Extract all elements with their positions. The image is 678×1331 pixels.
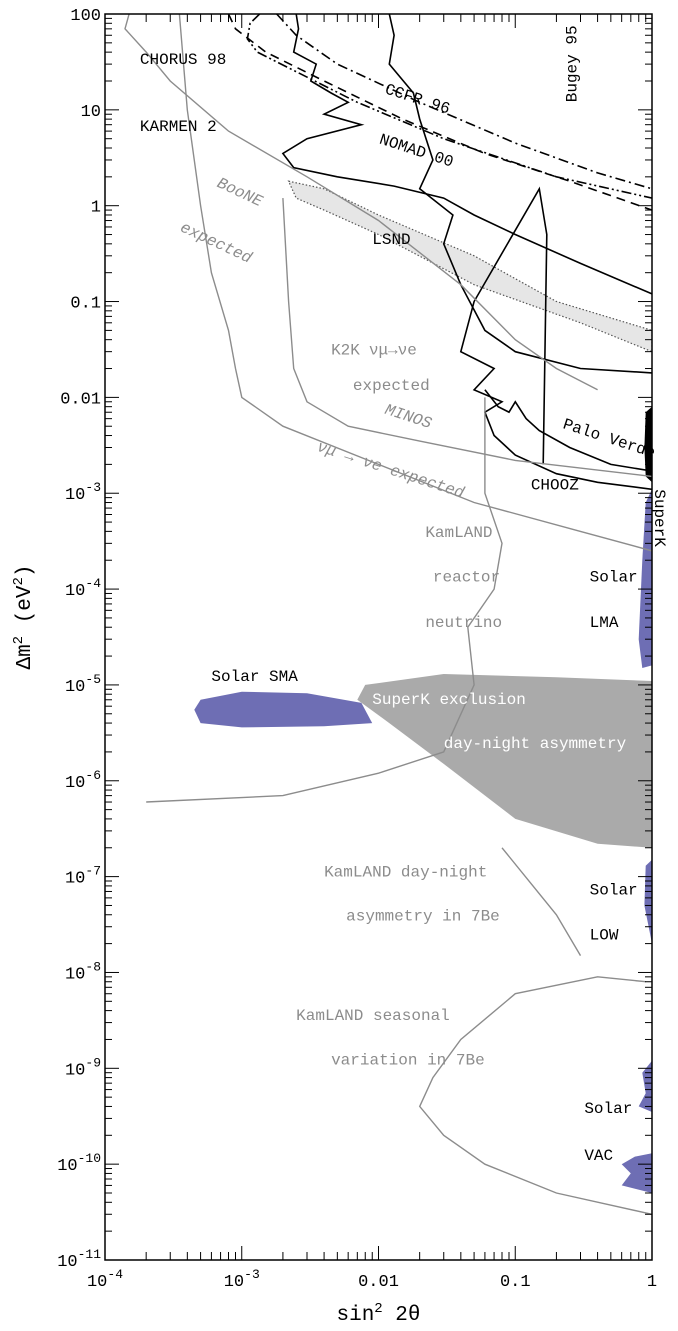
annotation-kamland-day-night-24: KamLAND day-night [324, 864, 487, 882]
annotation-chooz-14: CHOOZ [531, 476, 579, 494]
y-tick-label: 10 [81, 103, 101, 122]
annotation-lsnd-7: LSND [372, 231, 410, 249]
axis-tick-labels: 10-4 10-3 0.01 0.1 11001010.10.0110-310-410-… [57, 7, 657, 1292]
y-axis-title-unit: (eV [14, 585, 37, 636]
annotation-solar-sma-21: Solar SMA [211, 668, 298, 686]
series-k2k-expected [282, 198, 652, 478]
annotation-palo-verde-13: Palo Verde [561, 416, 658, 463]
x-tick-label: 0.01 [358, 1273, 399, 1292]
annotation-variation-in-7be-29: variation in 7Be [331, 1051, 485, 1069]
y-tick-label: 10-7 [65, 864, 101, 889]
annotation-e-expected-12: νμ → νe expected [315, 438, 467, 503]
series-boone-expected [124, 14, 598, 391]
y-tick-label: 100 [70, 7, 101, 26]
region-superk-exclusion-day-night-asymmetry [357, 674, 652, 848]
annotation-reactor-17: reactor [433, 568, 500, 586]
y-axis-title: Δm2 (eV2) [11, 564, 37, 669]
region-solar-sma [194, 691, 373, 728]
exclusion-curves [124, 14, 652, 1215]
annotation-chorus-98-0: CHORUS 98 [140, 51, 226, 69]
shaded-regions [194, 180, 652, 1193]
series-minos-expected [178, 14, 652, 552]
annotation-day-night-asymmetry-23: day-night asymmetry [444, 735, 627, 753]
annotation-expected-6: expected [177, 219, 255, 268]
series-kamland-reactor-neutrino [146, 397, 503, 803]
y-axis-title-unit-sup: 2 [11, 577, 27, 585]
annotation-low-27: LOW [590, 927, 619, 945]
x-tick-label: 1 [647, 1273, 657, 1292]
annotation-lma-20: LMA [590, 614, 619, 632]
annotation-expected-10: expected [353, 377, 430, 395]
annotation-solar-19: Solar [590, 568, 638, 586]
y-tick-label: 10-8 [65, 959, 101, 984]
x-axis-title-main: sin [336, 1304, 374, 1327]
axis-ticks [104, 13, 653, 1261]
region-solar-low [644, 859, 652, 944]
annotation-minos-11: MINOS [383, 401, 435, 433]
y-tick-label: 0.01 [60, 390, 101, 409]
x-tick-label: 0.1 [500, 1273, 531, 1292]
annotation-vac-31: VAC [584, 1147, 613, 1165]
annotation-karmen-2-1: KARMEN 2 [140, 118, 217, 136]
annotation-asymmetry-in-7be-25: asymmetry in 7Be [346, 907, 500, 925]
series-kamland-seasonal-variation [418, 976, 652, 1215]
y-tick-label: 10-11 [57, 1247, 101, 1272]
series-kamland-day-night-asymmetry [501, 847, 582, 956]
y-tick-label: 10-4 [65, 576, 101, 601]
x-axis-title: sin2 2θ [336, 1301, 420, 1327]
y-axis-title-main: Δm [14, 644, 37, 669]
annotation-nomad-00-3: NOMAD 00 [377, 131, 456, 172]
x-tick-label: 10-4 [87, 1267, 123, 1292]
y-tick-label: 0.1 [70, 295, 101, 314]
series-ccfr-96 [276, 14, 652, 190]
series-palo-verde [484, 389, 652, 472]
region-lsnd [287, 180, 652, 353]
series-nomad-00 [227, 14, 652, 211]
annotation-boone-5: BooNE [214, 174, 265, 211]
annotation-superk-15: SuperK [650, 489, 668, 547]
annotation-solar-30: Solar [584, 1100, 632, 1118]
annotation-k2k-8: K2K [331, 342, 360, 360]
region-solar-vac [621, 1060, 652, 1193]
y-tick-label: 10-5 [65, 672, 101, 697]
region-solar-lma [638, 489, 652, 668]
annotation-kamland-seasonal-28: KamLAND seasonal [296, 1007, 450, 1025]
y-tick-label: 10-9 [65, 1055, 101, 1080]
y-axis-title-unit-close: ) [14, 564, 37, 577]
y-tick-label: 1 [91, 199, 101, 218]
region-superk [644, 406, 652, 483]
annotation-superk-exclusion-22: SuperK exclusion [372, 691, 526, 709]
series-bugey-95 [388, 14, 652, 374]
annotation-solar-26: Solar [590, 882, 638, 900]
annotation-bugey-95-4: Bugey 95 [563, 25, 581, 102]
x-tick-label: 10-3 [224, 1267, 260, 1292]
x-axis-title-tail: 2θ [383, 1304, 421, 1327]
y-axis-title-sup: 2 [11, 636, 27, 644]
x-axis-title-sup: 2 [374, 1301, 382, 1317]
plot-frame [104, 13, 653, 1261]
y-tick-label: 10-6 [65, 768, 101, 793]
annotation-kamland-16: KamLAND [425, 524, 492, 542]
y-tick-label: 10-10 [57, 1151, 101, 1176]
series-karmen-2 [281, 14, 652, 295]
annotation-e-9: νμ→νe [369, 342, 417, 360]
y-tick-label: 10-3 [65, 480, 101, 505]
series-chooz [459, 186, 652, 491]
annotation-neutrino-18: neutrino [425, 614, 502, 632]
